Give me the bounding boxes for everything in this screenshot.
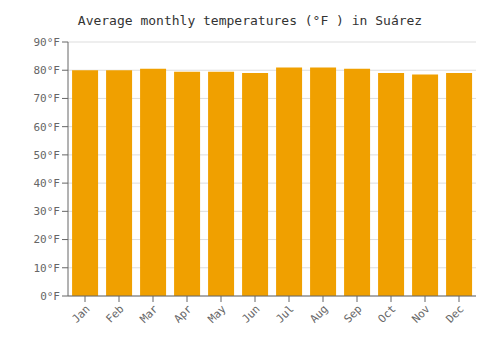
svg-text:10°F: 10°F xyxy=(34,262,61,275)
svg-text:60°F: 60°F xyxy=(34,121,61,134)
svg-text:Jan: Jan xyxy=(69,302,92,325)
svg-text:0°F: 0°F xyxy=(40,290,60,303)
svg-text:Oct: Oct xyxy=(375,302,398,325)
svg-text:Mar: Mar xyxy=(137,302,161,326)
svg-text:20°F: 20°F xyxy=(34,233,61,246)
svg-text:40°F: 40°F xyxy=(34,177,61,190)
svg-text:50°F: 50°F xyxy=(34,149,61,162)
svg-text:Sep: Sep xyxy=(341,302,364,325)
svg-text:Nov: Nov xyxy=(409,302,433,326)
html-text:Average monthly temperatures (: Average monthly temperatures (°F ) in Su… xyxy=(77,13,423,28)
svg-text:Jun: Jun xyxy=(239,302,262,325)
svg-text:90°F: 90°F xyxy=(34,36,61,49)
svg-text:May: May xyxy=(205,302,229,326)
svg-text:80°F: 80°F xyxy=(34,64,61,77)
svg-text:Apr: Apr xyxy=(171,302,195,326)
svg-text:70°F: 70°F xyxy=(34,92,61,105)
svg-text:Jul: Jul xyxy=(273,302,296,325)
svg-text:Dec: Dec xyxy=(443,302,466,325)
svg-text:Aug: Aug xyxy=(307,302,330,325)
svg-text:Feb: Feb xyxy=(103,302,126,325)
svg-text:30°F: 30°F xyxy=(34,205,61,218)
